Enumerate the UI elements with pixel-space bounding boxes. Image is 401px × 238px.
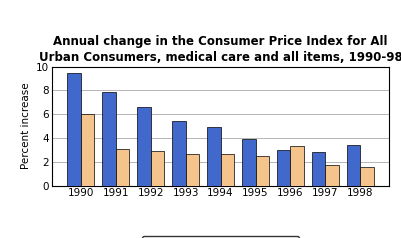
Bar xyxy=(172,121,186,186)
Bar xyxy=(312,152,326,186)
Bar xyxy=(81,114,94,186)
Bar xyxy=(221,154,234,186)
Bar xyxy=(138,107,151,186)
Bar xyxy=(290,146,304,186)
Bar xyxy=(360,167,374,186)
Bar xyxy=(67,73,81,186)
Bar xyxy=(151,151,164,186)
Bar xyxy=(255,156,269,186)
Bar xyxy=(242,139,255,186)
Bar xyxy=(115,149,129,186)
Bar xyxy=(347,145,360,186)
Bar xyxy=(326,165,339,186)
Y-axis label: Percent increase: Percent increase xyxy=(21,83,30,169)
Bar xyxy=(277,150,290,186)
Bar xyxy=(207,127,221,186)
Legend: Medical care, All items: Medical care, All items xyxy=(142,236,299,238)
Title: Annual change in the Consumer Price Index for All
Urban Consumers, medical care : Annual change in the Consumer Price Inde… xyxy=(38,35,401,64)
Bar xyxy=(186,154,199,186)
Bar xyxy=(102,92,115,186)
